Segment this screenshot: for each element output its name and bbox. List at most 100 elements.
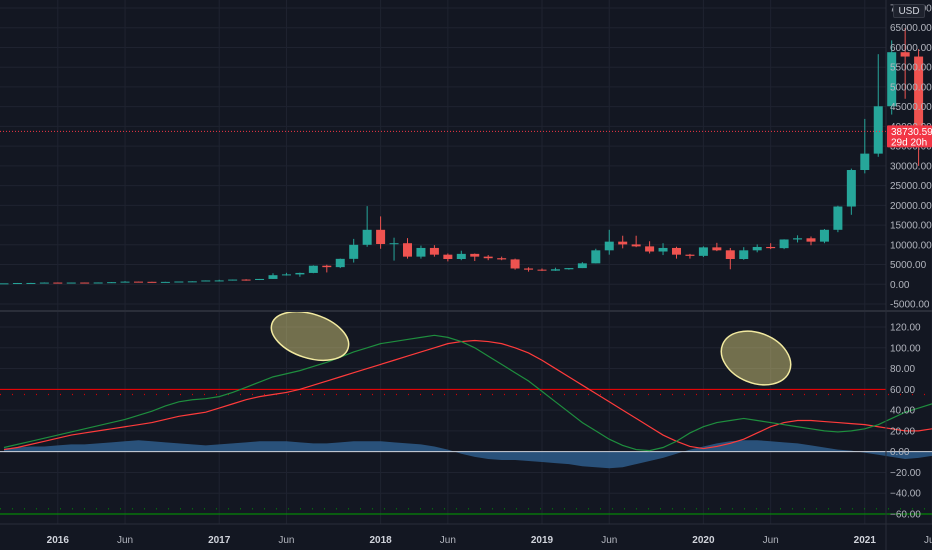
indicator-tick-label: 40.00 bbox=[890, 406, 915, 417]
candle-body bbox=[564, 268, 574, 270]
candle-body bbox=[793, 238, 803, 240]
candle-body bbox=[577, 263, 587, 269]
indicator-tick-label: −20.00 bbox=[890, 468, 921, 479]
candle-body bbox=[295, 272, 305, 275]
indicator-tick-label: −40.00 bbox=[890, 489, 921, 500]
histogram-area bbox=[4, 440, 932, 469]
macd-line bbox=[3, 339, 932, 451]
candle-body bbox=[550, 269, 560, 271]
price-tick-label: 5000.00 bbox=[890, 260, 927, 271]
last-price-countdown: 29d 20h bbox=[891, 137, 927, 148]
indicator-tick-label: 120.00 bbox=[890, 323, 921, 334]
candle-body bbox=[752, 246, 762, 251]
candle-body bbox=[66, 282, 76, 284]
candle-body bbox=[107, 282, 117, 284]
time-tick-label: Jun bbox=[117, 535, 133, 546]
candle-body bbox=[174, 281, 184, 283]
price-tick-label: 65000.00 bbox=[890, 23, 932, 34]
candle-body bbox=[201, 280, 211, 282]
price-tick-label: 0.00 bbox=[890, 280, 910, 291]
candle-body bbox=[241, 279, 251, 281]
price-pane[interactable] bbox=[0, 28, 932, 285]
candle-body bbox=[389, 243, 399, 245]
candle-body bbox=[228, 279, 238, 281]
candle-body bbox=[93, 282, 103, 284]
candle-body bbox=[497, 258, 507, 260]
candle-body bbox=[134, 281, 143, 283]
candle-body bbox=[537, 269, 547, 271]
candle-body bbox=[349, 244, 359, 259]
candle-body bbox=[416, 247, 426, 257]
price-tick-label: 50000.00 bbox=[890, 82, 932, 93]
indicator-axis[interactable]: 120.00 100.00 80.00 60.00 40.00 20.00 0.00 −20.… bbox=[890, 323, 921, 521]
price-tick-label: 15000.00 bbox=[890, 221, 932, 232]
candle-body bbox=[322, 265, 332, 268]
candle-body bbox=[766, 246, 776, 249]
price-tick-label: 55000.00 bbox=[890, 63, 932, 74]
time-tick-label: 2018 bbox=[369, 535, 392, 546]
currency-label[interactable]: USD bbox=[893, 4, 925, 18]
candle-body bbox=[900, 52, 910, 57]
time-tick-label: Jun bbox=[440, 535, 456, 546]
candle-body bbox=[860, 153, 870, 171]
candle-body bbox=[725, 250, 735, 260]
candle-body bbox=[12, 283, 22, 285]
price-tick-label: 20000.00 bbox=[890, 201, 932, 212]
candle-body bbox=[524, 268, 534, 270]
candle-body bbox=[39, 282, 49, 284]
candle-body bbox=[308, 265, 318, 273]
candle-body bbox=[255, 278, 265, 281]
highlight-ellipse-2021 bbox=[720, 330, 792, 386]
indicator-pane[interactable] bbox=[0, 303, 932, 515]
price-tick-label: 25000.00 bbox=[890, 181, 932, 192]
candle-body bbox=[281, 274, 291, 276]
last-price-value: 38730.59 bbox=[891, 127, 932, 138]
highlight-ellipse-2018 bbox=[270, 310, 350, 362]
candle-body bbox=[403, 243, 412, 257]
candle-body bbox=[887, 52, 897, 107]
time-tick-label: Jun bbox=[601, 535, 617, 546]
indicator-tick-label: 100.00 bbox=[890, 343, 921, 354]
candle-body bbox=[443, 254, 453, 260]
candle-body bbox=[914, 56, 924, 138]
indicator-tick-label: 20.00 bbox=[890, 426, 915, 437]
candle-body bbox=[739, 250, 749, 260]
indicator-tick-label: −60.00 bbox=[890, 510, 921, 521]
candle-body bbox=[147, 281, 157, 283]
candle-body bbox=[483, 256, 493, 259]
candle-body bbox=[604, 241, 614, 251]
candle-body bbox=[846, 170, 856, 207]
candle-body bbox=[470, 253, 480, 257]
candle-body bbox=[429, 247, 439, 255]
candle-body bbox=[631, 244, 641, 247]
candle-body bbox=[53, 282, 63, 284]
price-tick-label: 45000.00 bbox=[890, 102, 932, 113]
candle-body bbox=[268, 275, 278, 279]
price-tick-label: 30000.00 bbox=[890, 161, 932, 172]
candle-body bbox=[214, 280, 224, 282]
time-axis[interactable]: 2016 Jun 2017 Jun 2018 Jun 2019 Jun 2020 Jun 2021 J… bbox=[47, 535, 932, 546]
price-tick-label: 60000.00 bbox=[890, 43, 932, 54]
indicator-tick-label: 0.00 bbox=[890, 447, 910, 458]
candle-body bbox=[510, 259, 520, 269]
time-tick-label: 2021 bbox=[854, 535, 877, 546]
time-tick-label: Jun bbox=[924, 535, 932, 546]
time-tick-label: Jun bbox=[763, 535, 779, 546]
candle-body bbox=[591, 250, 601, 264]
candle-body bbox=[698, 247, 708, 256]
candle-body bbox=[362, 229, 372, 245]
time-tick-label: 2020 bbox=[692, 535, 715, 546]
candle-body bbox=[187, 281, 197, 283]
indicator-tick-label: 80.00 bbox=[890, 364, 915, 375]
candle-body bbox=[80, 282, 90, 284]
candle-body bbox=[26, 282, 36, 284]
candle-body bbox=[833, 206, 843, 230]
candle-body bbox=[0, 283, 9, 285]
time-tick-label: Jun bbox=[278, 535, 294, 546]
last-price-box bbox=[887, 125, 932, 148]
candle-body bbox=[712, 247, 722, 251]
candle-body bbox=[618, 241, 628, 245]
